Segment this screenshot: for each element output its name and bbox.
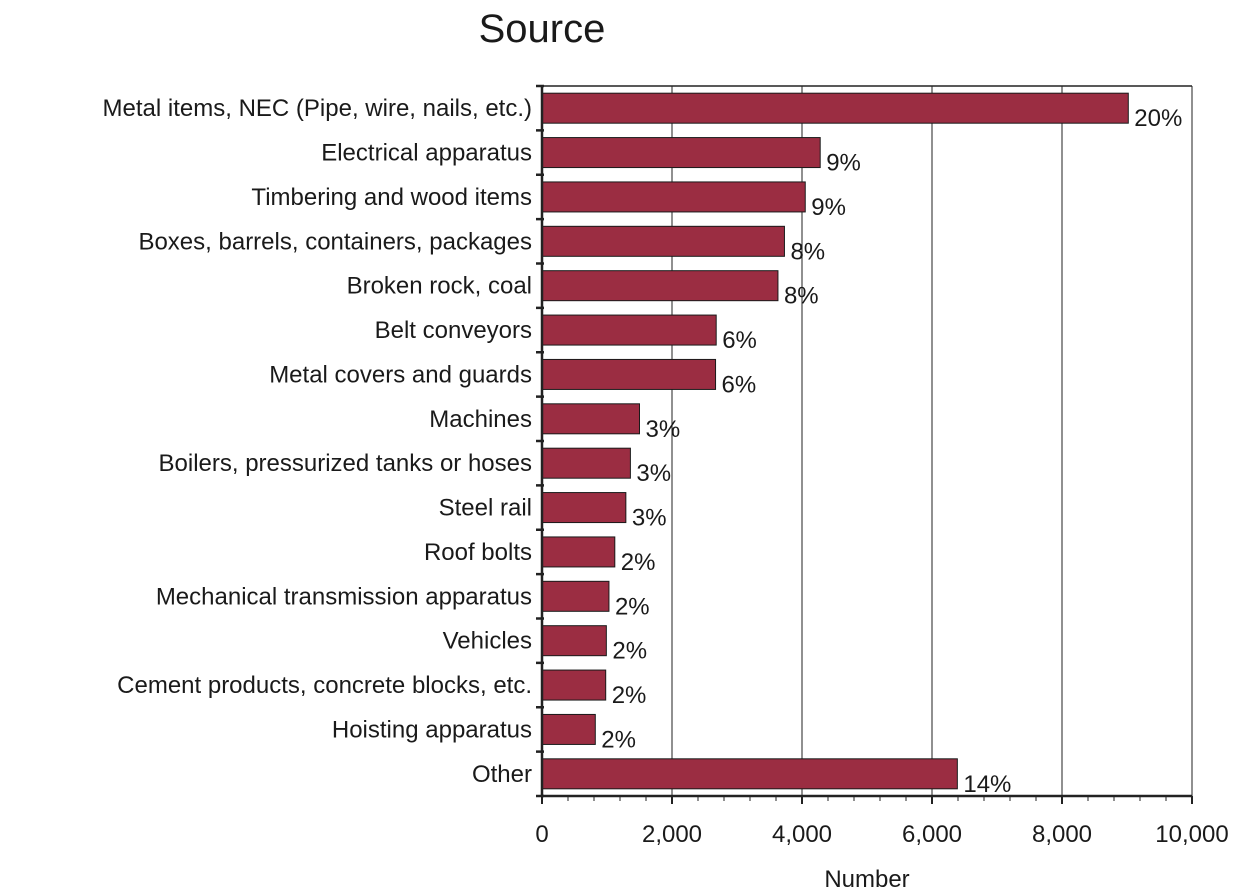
- data-label: 3%: [632, 505, 667, 532]
- data-label: 2%: [615, 593, 650, 620]
- bar: [541, 225, 785, 257]
- x-tick-label: 4,000: [772, 821, 832, 848]
- data-label: 2%: [612, 682, 647, 709]
- data-label: 2%: [601, 726, 636, 753]
- category-label: Metal covers and guards: [269, 361, 532, 388]
- data-label: 14%: [963, 771, 1011, 798]
- bar: [541, 403, 640, 435]
- category-label: Belt conveyors: [375, 317, 532, 344]
- data-label: 6%: [722, 327, 757, 354]
- category-label: Metal items, NEC (Pipe, wire, nails, etc…: [103, 95, 532, 122]
- x-axis-title: Number: [824, 866, 909, 892]
- x-tick-label: 0: [535, 821, 548, 848]
- category-label: Machines: [429, 406, 532, 433]
- category-label: Electrical apparatus: [321, 140, 532, 167]
- labels-group: Metal items, NEC (Pipe, wire, nails, etc…: [103, 95, 1229, 848]
- bar: [541, 358, 717, 390]
- category-label: Mechanical transmission apparatus: [156, 583, 532, 610]
- bar: [541, 713, 596, 745]
- bar: [541, 580, 610, 612]
- chart-title: Source: [479, 7, 606, 51]
- bar: [541, 758, 958, 790]
- category-label: Cement products, concrete blocks, etc.: [117, 672, 532, 699]
- category-label: Broken rock, coal: [347, 273, 532, 300]
- data-label: 8%: [790, 238, 825, 265]
- category-label: Roof bolts: [424, 539, 532, 566]
- data-label: 9%: [811, 194, 846, 221]
- category-label: Vehicles: [443, 628, 532, 655]
- bar: [541, 447, 631, 479]
- x-tick-label: 8,000: [1032, 821, 1092, 848]
- bar: [541, 92, 1129, 124]
- axes-group: [536, 84, 1193, 804]
- bar: [541, 181, 806, 213]
- data-label: 20%: [1134, 105, 1182, 132]
- category-label: Boxes, barrels, containers, packages: [138, 228, 532, 255]
- bar: [541, 314, 717, 346]
- data-label: 6%: [722, 371, 757, 398]
- x-tick-label: 6,000: [902, 821, 962, 848]
- data-label: 2%: [612, 638, 647, 665]
- data-label: 9%: [826, 150, 861, 177]
- bar: [541, 137, 821, 169]
- bar: [541, 492, 627, 524]
- category-label: Timbering and wood items: [251, 184, 532, 211]
- bar: [541, 669, 607, 701]
- data-label: 3%: [636, 460, 671, 487]
- data-label: 3%: [646, 416, 681, 443]
- category-label: Boilers, pressurized tanks or hoses: [159, 450, 533, 477]
- x-tick-label: 2,000: [642, 821, 702, 848]
- x-tick-label: 10,000: [1155, 821, 1228, 848]
- data-label: 2%: [621, 549, 656, 576]
- data-label: 8%: [784, 283, 819, 310]
- category-label: Steel rail: [439, 495, 532, 522]
- bar: [541, 625, 607, 657]
- bar: [541, 536, 616, 568]
- category-label: Hoisting apparatus: [332, 716, 532, 743]
- bar: [541, 270, 779, 302]
- category-label: Other: [472, 761, 532, 788]
